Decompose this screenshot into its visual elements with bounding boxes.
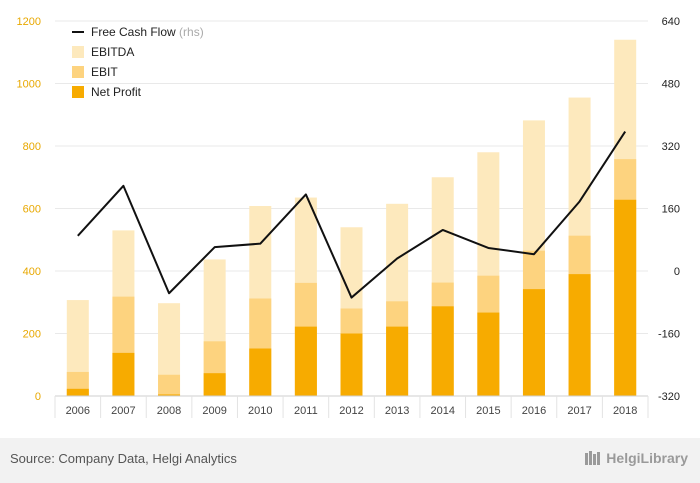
x-tick-label: 2010 xyxy=(248,405,272,417)
left-tick-label: 1200 xyxy=(17,16,41,28)
left-tick-label: 800 xyxy=(23,141,41,153)
legend-label: Net Profit xyxy=(91,85,142,99)
left-tick-label: 600 xyxy=(23,204,41,216)
x-tick-label: 2018 xyxy=(613,405,637,417)
bar-net-profit xyxy=(158,394,181,396)
x-tick-label: 2011 xyxy=(294,405,318,417)
right-tick-label: 640 xyxy=(662,16,680,28)
x-tick-label: 2007 xyxy=(111,405,135,417)
legend-label: EBITDA xyxy=(91,45,134,59)
left-tick-label: 200 xyxy=(23,329,41,341)
bar-ebitda xyxy=(158,303,181,396)
legend-label: Free Cash Flow (rhs) xyxy=(91,25,204,39)
bar-net-profit xyxy=(568,274,591,396)
legend-swatch xyxy=(72,66,84,78)
legend: Free Cash Flow (rhs) EBITDA EBIT Net Profit xyxy=(72,25,204,99)
x-tick-label: 2016 xyxy=(522,405,546,417)
legend-swatch xyxy=(72,46,84,58)
bar-net-profit xyxy=(522,289,545,396)
right-tick-label: -160 xyxy=(658,329,680,341)
fcf-line xyxy=(77,131,627,299)
x-tick-label: 2008 xyxy=(157,405,181,417)
right-tick-label: -320 xyxy=(658,391,680,403)
bar-net-profit xyxy=(340,333,363,396)
bar-net-profit xyxy=(66,388,89,396)
legend-label: EBIT xyxy=(91,65,118,79)
right-tick-label: 480 xyxy=(662,79,680,91)
fcf-line-group xyxy=(77,131,627,299)
bar-net-profit xyxy=(112,352,135,396)
left-tick-label: 1000 xyxy=(17,79,41,91)
chart: 0 200 400 600 800 1000 1200 -320 -160 0 160 320 480 6… xyxy=(17,16,680,418)
left-tick-label: 0 xyxy=(35,391,41,403)
right-tick-label: 320 xyxy=(662,141,680,153)
source-text: Source: Company Data, Helgi Analytics xyxy=(10,451,237,466)
left-tick-label: 400 xyxy=(23,266,41,278)
x-tick-label: 2013 xyxy=(385,405,409,417)
bar-net-profit xyxy=(386,326,409,396)
legend-swatch xyxy=(72,86,84,98)
bar-net-profit xyxy=(249,348,272,396)
right-tick-label: 0 xyxy=(674,266,680,278)
bar-net-profit xyxy=(431,306,454,396)
brand-logo: HelgiLibrary xyxy=(584,450,688,466)
bar-ebit xyxy=(158,374,181,396)
bar-net-profit xyxy=(294,326,317,396)
x-tick-label: 2009 xyxy=(202,405,226,417)
x-tick-label: 2014 xyxy=(430,405,454,417)
x-tick-label: 2015 xyxy=(476,405,500,417)
x-tick-label: 2006 xyxy=(66,405,90,417)
legend-note: (rhs) xyxy=(176,25,204,39)
brand-name: HelgiLibrary xyxy=(606,450,688,466)
bars xyxy=(66,39,637,396)
library-icon xyxy=(585,451,601,465)
axes: 0 200 400 600 800 1000 1200 -320 -160 0 160 320 480 6… xyxy=(17,16,680,418)
right-tick-label: 160 xyxy=(662,204,680,216)
bar-net-profit xyxy=(477,312,500,396)
x-tick-label: 2017 xyxy=(567,405,591,417)
bar-net-profit xyxy=(203,373,226,396)
bar-net-profit xyxy=(614,199,637,396)
footer: Source: Company Data, Helgi Analytics He… xyxy=(0,438,700,483)
x-tick-label: 2012 xyxy=(339,405,363,417)
